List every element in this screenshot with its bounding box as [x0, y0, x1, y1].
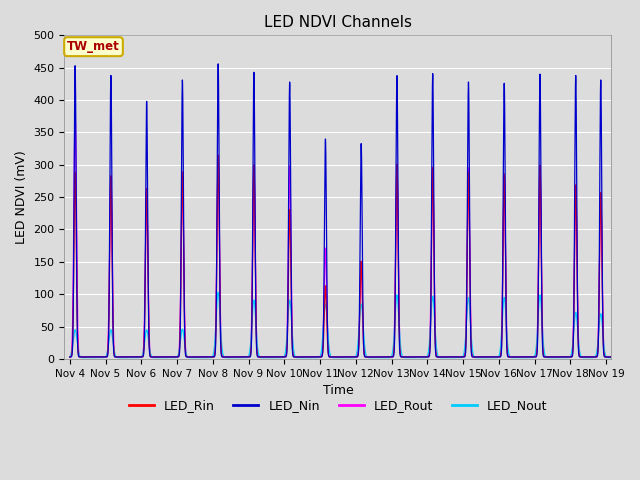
Title: LED NDVI Channels: LED NDVI Channels — [264, 15, 412, 30]
Legend: LED_Rin, LED_Nin, LED_Rout, LED_Nout: LED_Rin, LED_Nin, LED_Rout, LED_Nout — [124, 395, 552, 418]
Text: TW_met: TW_met — [67, 40, 120, 53]
Y-axis label: LED NDVI (mV): LED NDVI (mV) — [15, 150, 28, 244]
X-axis label: Time: Time — [323, 384, 353, 397]
